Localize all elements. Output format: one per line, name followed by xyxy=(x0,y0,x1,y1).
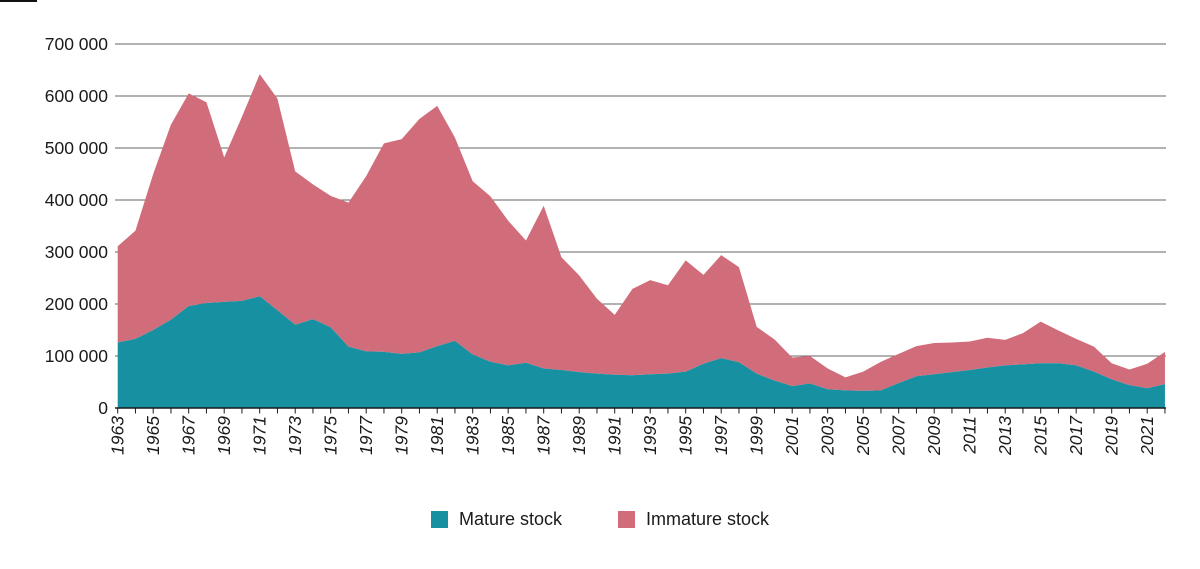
svg-text:1969: 1969 xyxy=(214,416,234,455)
svg-text:1985: 1985 xyxy=(498,416,518,455)
svg-text:700 000: 700 000 xyxy=(45,34,109,54)
svg-text:1999: 1999 xyxy=(747,416,767,455)
svg-text:600 000: 600 000 xyxy=(45,86,109,106)
svg-text:2021: 2021 xyxy=(1137,416,1157,456)
svg-text:2001: 2001 xyxy=(782,416,802,456)
svg-text:2005: 2005 xyxy=(853,416,873,456)
svg-text:2009: 2009 xyxy=(924,416,944,456)
immature-stock-swatch xyxy=(618,511,635,528)
svg-text:1971: 1971 xyxy=(250,416,270,455)
legend-label-immature-stock: Immature stock xyxy=(646,509,770,529)
svg-text:1995: 1995 xyxy=(676,416,696,455)
svg-text:1977: 1977 xyxy=(356,415,376,455)
svg-text:500 000: 500 000 xyxy=(45,138,109,158)
svg-text:1993: 1993 xyxy=(640,416,660,455)
legend-item-immature-stock: Immature stock xyxy=(618,509,769,530)
mature-stock-swatch xyxy=(430,511,448,528)
svg-text:1987: 1987 xyxy=(534,415,554,455)
svg-text:1989: 1989 xyxy=(569,416,589,455)
svg-text:100 000: 100 000 xyxy=(45,346,109,366)
svg-text:0: 0 xyxy=(98,398,108,418)
svg-text:1981: 1981 xyxy=(427,416,447,455)
svg-text:2003: 2003 xyxy=(818,416,838,456)
svg-text:300 000: 300 000 xyxy=(45,242,109,262)
chart-legend: Mature stock Immature stock xyxy=(0,509,1200,530)
svg-text:1979: 1979 xyxy=(392,416,412,455)
svg-text:1973: 1973 xyxy=(285,416,305,455)
svg-text:1997: 1997 xyxy=(711,415,731,455)
legend-label-mature-stock: Mature stock xyxy=(458,509,562,529)
svg-text:2015: 2015 xyxy=(1031,416,1051,456)
svg-text:2019: 2019 xyxy=(1102,416,1122,456)
svg-text:2011: 2011 xyxy=(960,416,980,455)
svg-text:1983: 1983 xyxy=(463,416,483,455)
svg-text:400 000: 400 000 xyxy=(45,190,109,210)
svg-text:200 000: 200 000 xyxy=(45,294,109,314)
svg-text:2007: 2007 xyxy=(889,415,909,456)
legend-item-mature-stock: Mature stock xyxy=(430,509,562,530)
svg-text:1963: 1963 xyxy=(108,416,128,455)
svg-text:1967: 1967 xyxy=(179,415,199,455)
svg-text:2017: 2017 xyxy=(1066,415,1086,456)
svg-text:1991: 1991 xyxy=(605,416,625,455)
svg-text:2013: 2013 xyxy=(995,416,1015,456)
svg-text:1965: 1965 xyxy=(143,416,163,455)
svg-text:1975: 1975 xyxy=(321,416,341,455)
top-left-crop-line xyxy=(0,0,37,2)
